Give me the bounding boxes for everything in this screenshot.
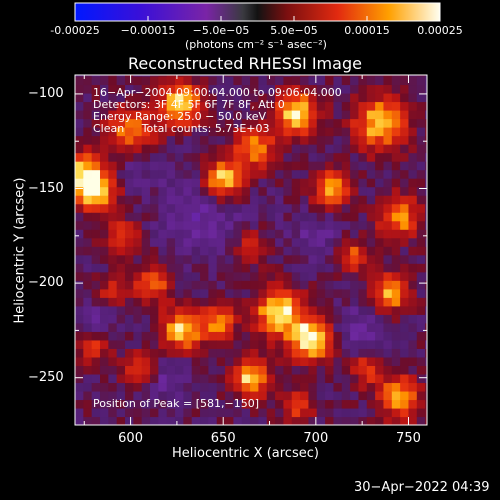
x-tick-label: 700: [303, 431, 329, 446]
render-timestamp: 30−Apr−2022 04:39: [354, 480, 490, 495]
x-axis-title: Heliocentric X (arcsec): [172, 446, 319, 461]
x-tick-label: 600: [118, 431, 143, 446]
heatmap-image: [75, 75, 427, 425]
plot-frame: [74, 74, 428, 426]
axis-ticks: [75, 75, 427, 426]
colorbar-tick-label: −5.0e−05: [192, 24, 250, 37]
colorbar-tick-label: −0.00015: [120, 24, 176, 37]
y-tick-label: −250: [28, 369, 64, 385]
colorbar-tick-label: -0.00025: [50, 24, 100, 37]
peak-annotation: Position of Peak = [581,−150]: [93, 397, 260, 410]
y-axis-title: Heliocentric Y (arcsec): [12, 177, 28, 324]
colorbar-tick-label: 0.00015: [344, 24, 390, 37]
colorbar-tick-label: 5.0e−05: [270, 24, 318, 37]
colorbar-units: (photons cm⁻² s⁻¹ asec⁻²): [185, 38, 327, 51]
energy-annotation: Energy Range: 25.0 − 50.0 keV: [93, 110, 267, 123]
y-tick-label: −150: [28, 180, 64, 196]
colorbar-tick-label: 0.00025: [417, 24, 463, 37]
detectors-annotation: Detectors: 3F 4F 5F 6F 7F 8F, Att 0: [93, 98, 285, 111]
time-range-annotation: 16−Apr−2004 09:00:04.000 to 09:06:04.000: [93, 86, 342, 99]
plot-title: Reconstructed RHESSI Image: [128, 54, 362, 73]
colorbar: [74, 2, 441, 22]
y-tick-label: −200: [28, 275, 64, 291]
method-annotation: Clean Total counts: 5.73E+03: [93, 122, 270, 135]
x-tick-label: 650: [210, 431, 236, 446]
colorbar-ticks: [74, 16, 441, 21]
x-tick-label: 750: [396, 431, 421, 446]
y-tick-label: −100: [28, 85, 64, 101]
